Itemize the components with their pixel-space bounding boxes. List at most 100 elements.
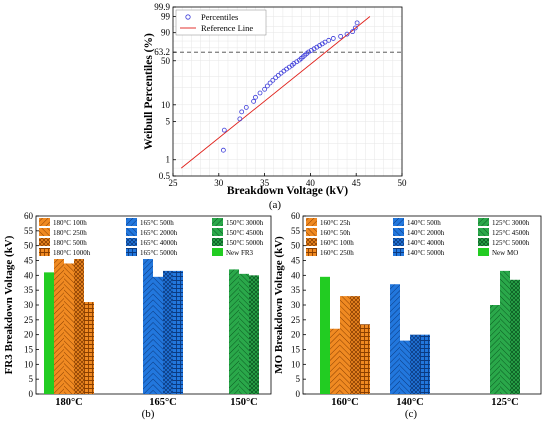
legend-swatch [39, 238, 50, 246]
legend-swatch [126, 248, 137, 256]
bar [173, 270, 183, 394]
legend-label: 150°C 5000h [226, 239, 264, 247]
legend-label: 165°C 5000h [140, 249, 178, 257]
plot-frame [172, 6, 403, 177]
bar [54, 259, 64, 394]
legend-label: 165°C 500h [140, 219, 174, 227]
y-tick-label: 25 [24, 315, 34, 325]
legend-label: 160°C 100h [320, 239, 354, 247]
y-tick-label: 50 [24, 241, 34, 251]
y-tick-label: 99.9 [154, 2, 170, 12]
legend-box [175, 9, 267, 36]
y-tick-label: 10 [291, 359, 301, 369]
y-tick-label: 15 [291, 345, 301, 355]
legend-swatch [306, 238, 317, 246]
percentile-point [257, 90, 263, 96]
bar [360, 324, 370, 394]
percentile-point [237, 116, 243, 122]
y-tick-label: 40 [24, 270, 34, 280]
y-tick-label: 20 [24, 330, 34, 340]
y-tick-label: 25 [291, 315, 301, 325]
bar [44, 272, 54, 394]
percentile-point [273, 75, 278, 81]
y-tick-label: 99 [161, 11, 171, 21]
bar [390, 284, 400, 394]
bar [500, 270, 510, 394]
x-tick-label: 40 [306, 178, 316, 188]
y-tick-label: 30 [24, 300, 34, 310]
percentile-point [264, 83, 270, 89]
bar [510, 279, 520, 394]
percentile-point [239, 109, 245, 115]
percentile-point [267, 80, 273, 86]
y-axis-label: MO Breakdown Voltage (kV) [273, 236, 285, 374]
bar [74, 259, 84, 394]
legend-swatch [393, 248, 404, 256]
category-label: 150°C [230, 397, 258, 408]
y-tick-label: 45 [24, 256, 34, 266]
category-label: 160°C [331, 397, 359, 408]
legend-label: 125°C 4500h [492, 229, 530, 237]
y-tick-label: 90 [161, 28, 171, 38]
legend-swatch [212, 228, 223, 236]
percentile-point [352, 25, 358, 31]
legend-label: 140°C 2000h [407, 229, 445, 237]
legend-swatch [126, 218, 137, 226]
legend-swatch [478, 228, 489, 236]
percentile-point [251, 98, 257, 104]
percentile-point [344, 31, 350, 37]
y-tick-label: 10 [24, 359, 34, 369]
y-tick-label: 40 [291, 270, 301, 280]
percentile-point [220, 147, 226, 153]
x-tick-label: 50 [398, 178, 408, 188]
bar [340, 296, 350, 394]
bar [239, 273, 249, 394]
legend-label-percentiles: Percentiles [201, 12, 238, 22]
bar [320, 276, 330, 394]
y-tick-label: 50 [161, 56, 171, 66]
bar [249, 275, 259, 394]
x-tick-label: 30 [214, 178, 224, 188]
y-tick-label: 5 [166, 117, 171, 127]
bar [410, 334, 420, 394]
legend-swatch [478, 238, 489, 246]
bar [490, 305, 500, 394]
y-tick-label: 55 [291, 226, 301, 236]
legend-swatch [212, 248, 223, 256]
legend-swatch [212, 218, 223, 226]
legend-swatch [393, 238, 404, 246]
panel-label-a: (a) [269, 199, 282, 211]
percentile-point [243, 104, 249, 110]
bar [153, 276, 163, 394]
percentile-point [326, 37, 332, 43]
y-tick-label: 50 [291, 241, 301, 251]
y-tick-label: 0 [29, 389, 34, 399]
percentile-point [262, 86, 268, 92]
legend-swatch [126, 228, 137, 236]
legend-label: 150°C 3000h [226, 219, 264, 227]
y-tick-label: 30 [291, 300, 301, 310]
legend-marker-percentiles [185, 14, 191, 20]
bar [420, 334, 430, 394]
x-tick-label: 45 [352, 178, 362, 188]
percentile-point [322, 39, 328, 45]
bar [400, 340, 410, 394]
x-axis-label: Breakdown Voltage (kV) [227, 185, 348, 197]
bar [84, 302, 94, 394]
legend-swatch [306, 248, 317, 256]
y-tick-label: 55 [24, 226, 34, 236]
category-label: 180°C [55, 397, 83, 408]
x-tick-label: 35 [260, 178, 270, 188]
legend-label: 140°C 500h [407, 219, 441, 227]
percentile-point [350, 29, 355, 35]
y-tick-label: 1 [166, 155, 171, 165]
y-axis-label: Weibull Percentiles (%) [143, 33, 155, 150]
legend-label: 180°C 250h [53, 229, 87, 237]
category-label: 140°C [396, 397, 424, 408]
legend-label: 125°C 3000h [492, 219, 530, 227]
y-tick-label: 35 [291, 285, 301, 295]
y-tick-label: 5 [29, 374, 34, 384]
legend-swatch [393, 228, 404, 236]
